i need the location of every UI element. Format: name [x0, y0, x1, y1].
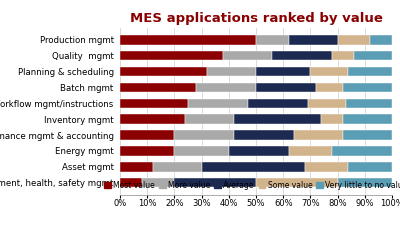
Bar — [332, 51, 354, 60]
Bar — [343, 83, 392, 92]
Bar — [272, 51, 332, 60]
Bar — [120, 51, 223, 60]
Bar — [174, 146, 229, 156]
Bar — [289, 35, 338, 45]
Bar — [338, 178, 392, 188]
Bar — [248, 98, 308, 108]
Bar — [256, 178, 338, 188]
Bar — [332, 146, 392, 156]
Bar — [348, 162, 392, 172]
Bar — [202, 162, 305, 172]
Bar — [234, 130, 294, 140]
Bar — [196, 83, 256, 92]
Bar — [305, 162, 348, 172]
Bar — [120, 114, 185, 124]
Bar — [308, 98, 346, 108]
Legend: Most value, More value, Average, Some value, Very little to no value: Most value, More value, Average, Some va… — [101, 178, 400, 193]
Bar — [370, 35, 392, 45]
Bar — [223, 51, 272, 60]
Bar — [174, 178, 256, 188]
Bar — [316, 83, 343, 92]
Bar — [294, 130, 343, 140]
Bar — [174, 130, 234, 140]
Bar — [120, 83, 196, 92]
Bar — [229, 146, 289, 156]
Bar — [188, 98, 248, 108]
Bar — [343, 114, 392, 124]
Bar — [120, 162, 153, 172]
Bar — [354, 51, 392, 60]
Bar — [256, 83, 316, 92]
Bar — [289, 146, 332, 156]
Bar — [321, 114, 343, 124]
Bar — [310, 67, 348, 76]
Bar — [120, 35, 256, 45]
Bar — [346, 98, 392, 108]
Bar — [120, 178, 142, 188]
Bar — [338, 35, 370, 45]
Bar — [153, 162, 202, 172]
Bar — [348, 67, 392, 76]
Bar — [120, 67, 207, 76]
Bar — [120, 146, 174, 156]
Bar — [234, 114, 321, 124]
Title: MES applications ranked by value: MES applications ranked by value — [130, 12, 382, 25]
Bar — [207, 67, 256, 76]
Bar — [120, 98, 188, 108]
Bar — [142, 178, 174, 188]
Bar — [343, 130, 392, 140]
Bar — [256, 35, 289, 45]
Bar — [120, 130, 174, 140]
Bar — [185, 114, 234, 124]
Bar — [256, 67, 310, 76]
